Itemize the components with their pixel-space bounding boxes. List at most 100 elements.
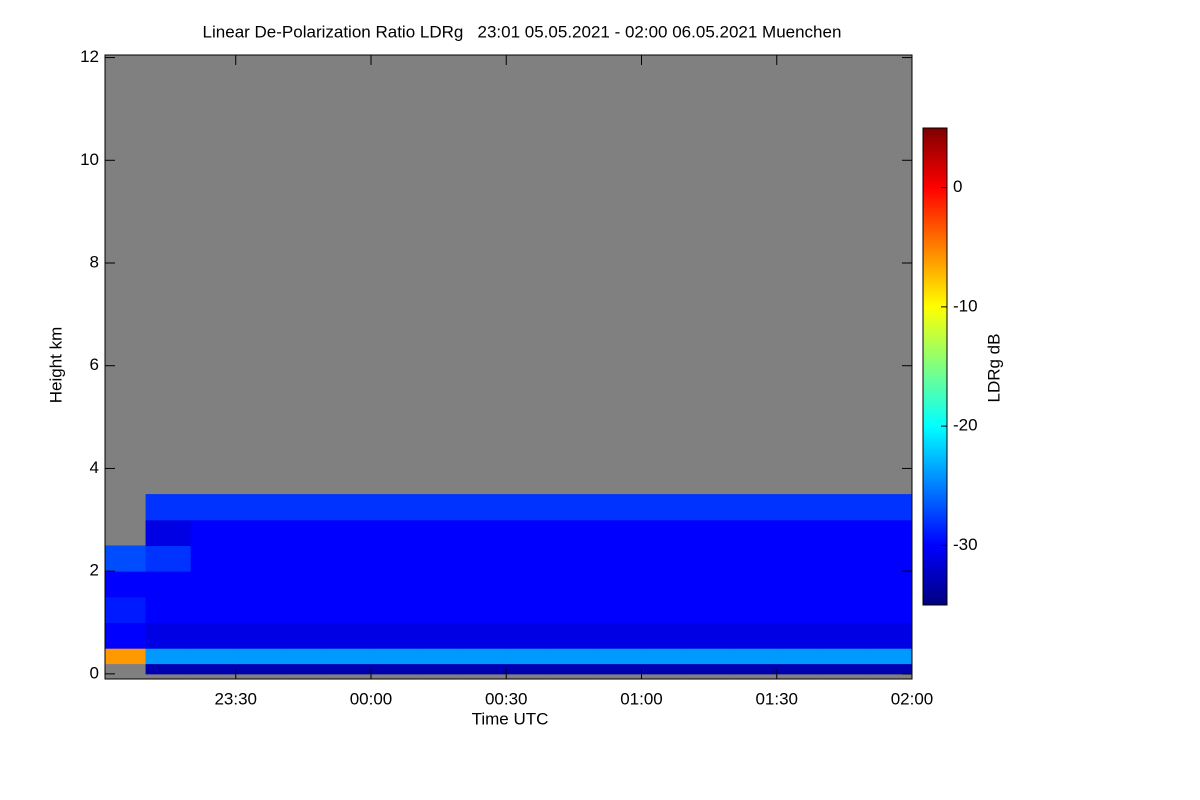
heatmap-cell	[596, 519, 642, 546]
heatmap-cell	[686, 571, 733, 598]
heatmap-cell	[280, 663, 327, 675]
heatmap-cell	[461, 622, 507, 649]
heatmap-cell	[506, 571, 552, 598]
y-tick-label: 8	[90, 252, 99, 271]
y-tick-label: 10	[80, 150, 99, 169]
heatmap-cell	[866, 622, 913, 649]
heatmap-cell	[821, 545, 868, 572]
colorbar-tick-label: -30	[953, 535, 978, 554]
heatmap-cell	[686, 545, 733, 572]
chart-title: Linear De-Polarization Ratio LDRg 23:01 …	[203, 22, 842, 41]
heatmap-cell	[776, 571, 823, 598]
heatmap-cell	[731, 596, 778, 624]
heatmap-cell	[370, 622, 417, 649]
heatmap-cell	[776, 596, 823, 624]
x-tick-label: 00:30	[485, 689, 528, 708]
heatmap-cell	[821, 519, 868, 546]
heatmap-cell	[105, 596, 147, 624]
heatmap-cell	[821, 596, 868, 624]
heatmap-cell	[731, 519, 778, 546]
heatmap-cell	[235, 571, 282, 598]
heatmap-cell	[416, 663, 462, 675]
heatmap-cell	[506, 494, 552, 521]
heatmap-cell	[370, 663, 417, 675]
heatmap-cell	[821, 494, 868, 521]
heatmap-cell	[235, 545, 282, 572]
heatmap-cell	[416, 519, 462, 546]
heatmap-cell	[866, 519, 913, 546]
heatmap-cell	[776, 663, 823, 675]
x-tick-label: 02:00	[891, 689, 934, 708]
heatmap-cell	[280, 596, 327, 624]
heatmap-cell	[325, 648, 372, 665]
heatmap-cell	[551, 494, 597, 521]
heatmap-cell	[596, 663, 642, 675]
heatmap-cell	[596, 596, 642, 624]
heatmap-cell	[686, 596, 733, 624]
heatmap-cell	[370, 648, 417, 665]
heatmap-cell	[325, 663, 372, 675]
heatmap-cell	[190, 648, 237, 665]
heatmap-cell	[461, 571, 507, 598]
x-tick-label: 01:00	[620, 689, 663, 708]
heatmap-cell	[776, 545, 823, 572]
heatmap-cell	[776, 622, 823, 649]
heatmap-cell	[416, 648, 462, 665]
heatmap-cell	[145, 494, 192, 521]
heatmap-cell	[416, 571, 462, 598]
heatmap-cell	[641, 494, 688, 521]
heatmap-cell	[325, 571, 372, 598]
heatmap-cell	[461, 545, 507, 572]
x-tick-label: 01:30	[755, 689, 798, 708]
heatmap-cell	[280, 622, 327, 649]
heatmap-cell	[641, 545, 688, 572]
heatmap-cell	[866, 545, 913, 572]
heatmap-cell	[731, 571, 778, 598]
y-tick-label: 12	[80, 47, 99, 66]
heatmap-cell	[105, 571, 147, 598]
heatmap-cell	[641, 571, 688, 598]
heatmap-cell	[280, 571, 327, 598]
heatmap-cell	[370, 494, 417, 521]
heatmap-cell	[280, 519, 327, 546]
y-axis-label: Height km	[46, 327, 65, 404]
heatmap-cell	[145, 545, 192, 572]
heatmap-cell	[821, 622, 868, 649]
heatmap-cell	[731, 494, 778, 521]
heatmap-cell	[235, 622, 282, 649]
heatmap-cell	[461, 648, 507, 665]
x-tick-label: 00:00	[350, 689, 393, 708]
heatmap-cell	[731, 622, 778, 649]
heatmap-cell	[551, 648, 597, 665]
heatmap-cell	[416, 545, 462, 572]
heatmap-cell	[596, 545, 642, 572]
heatmap-cell	[325, 596, 372, 624]
heatmap-cell	[145, 622, 192, 649]
heatmap-cell	[731, 545, 778, 572]
y-tick-label: 0	[90, 663, 99, 682]
heatmap-cell	[821, 663, 868, 675]
colorbar-tick-label: -10	[953, 296, 978, 315]
heatmap-cell	[461, 596, 507, 624]
heatmap-cell	[686, 622, 733, 649]
y-tick-label: 6	[90, 355, 99, 374]
heatmap-cell	[280, 648, 327, 665]
heatmap-cell	[866, 571, 913, 598]
heatmap-cell	[641, 622, 688, 649]
heatmap-cell	[105, 545, 147, 572]
heatmap-cell	[325, 545, 372, 572]
heatmap-cell	[641, 663, 688, 675]
heatmap-cell	[461, 663, 507, 675]
heatmap-cell	[325, 494, 372, 521]
heatmap-cell	[731, 663, 778, 675]
heatmap-cell	[596, 622, 642, 649]
heatmap-cell	[551, 663, 597, 675]
heatmap-cell	[506, 596, 552, 624]
heatmap-cell	[821, 571, 868, 598]
heatmap-cell	[280, 494, 327, 521]
heatmap-cell	[145, 596, 192, 624]
colorbar-tick-label: -20	[953, 416, 978, 435]
heatmap-cell	[235, 596, 282, 624]
heatmap-cell	[280, 545, 327, 572]
